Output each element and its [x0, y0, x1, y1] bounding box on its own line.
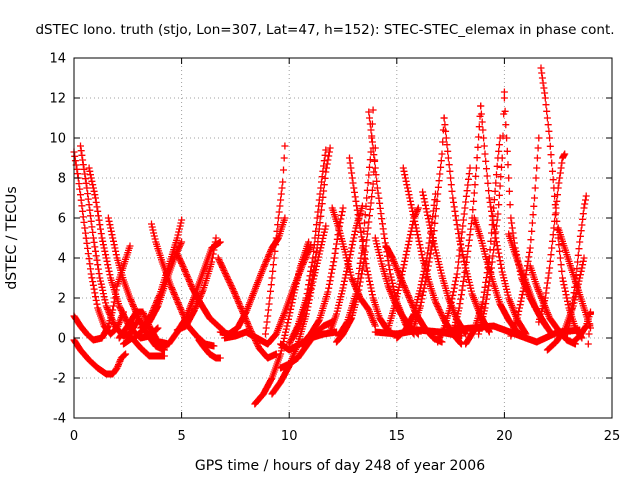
series-points [104, 214, 168, 354]
series-57 [447, 322, 584, 346]
x-tick-label: 5 [177, 429, 185, 444]
series-24 [290, 144, 334, 342]
series-points [371, 326, 465, 340]
series-48 [505, 230, 556, 338]
series-17 [216, 214, 289, 338]
series-45 [462, 134, 504, 348]
series-points [195, 336, 224, 362]
x-tick-label: 20 [496, 429, 513, 444]
series-points [216, 214, 289, 338]
y-tick-label: 10 [49, 132, 66, 147]
y-tick-label: 2 [58, 292, 66, 307]
tick-layer: 0 5 10 15 20 25 -4 -2 0 2 4 6 8 10 12 14 [49, 52, 620, 445]
series-points [335, 106, 377, 340]
y-tick-label: 6 [58, 212, 66, 227]
y-tick-label: 4 [58, 252, 66, 267]
series-58 [371, 326, 465, 340]
x-tick-label: 15 [389, 429, 406, 444]
y-tick-label: -4 [53, 412, 66, 427]
series-56 [569, 308, 594, 348]
series-points [535, 150, 569, 326]
plot-frame [73, 57, 613, 419]
series-points [290, 144, 334, 342]
y-tick-label: 0 [58, 332, 66, 347]
series-15 [195, 336, 224, 362]
series-points [262, 142, 289, 338]
data-layer [70, 64, 594, 408]
chart-title: dSTEC Iono. truth (stjo, Lon=307, Lat=47… [35, 22, 614, 38]
series-52 [535, 150, 569, 326]
y-tick-label: -2 [53, 372, 66, 387]
series-30 [335, 106, 377, 340]
series-points [505, 230, 556, 338]
x-tick-label: 0 [70, 429, 78, 444]
x-tick-label: 25 [604, 429, 621, 444]
series-points [251, 238, 313, 408]
series-19 [251, 238, 313, 408]
series-46 [475, 88, 508, 338]
x-tick-label: 10 [281, 429, 298, 444]
series-14 [173, 234, 220, 334]
series-20 [262, 142, 289, 338]
y-tick-label: 12 [49, 92, 66, 107]
y-tick-label: 14 [49, 52, 66, 67]
series-points [475, 88, 508, 338]
series-points [447, 322, 584, 346]
y-tick-label: 8 [58, 172, 66, 187]
series-points [173, 234, 220, 334]
y-axis-label: dSTEC / TECUs [4, 186, 20, 289]
series-points [462, 134, 504, 348]
x-axis-label: GPS time / hours of day 248 of year 2006 [195, 458, 485, 474]
series-points [569, 308, 594, 348]
series-6 [104, 214, 168, 354]
